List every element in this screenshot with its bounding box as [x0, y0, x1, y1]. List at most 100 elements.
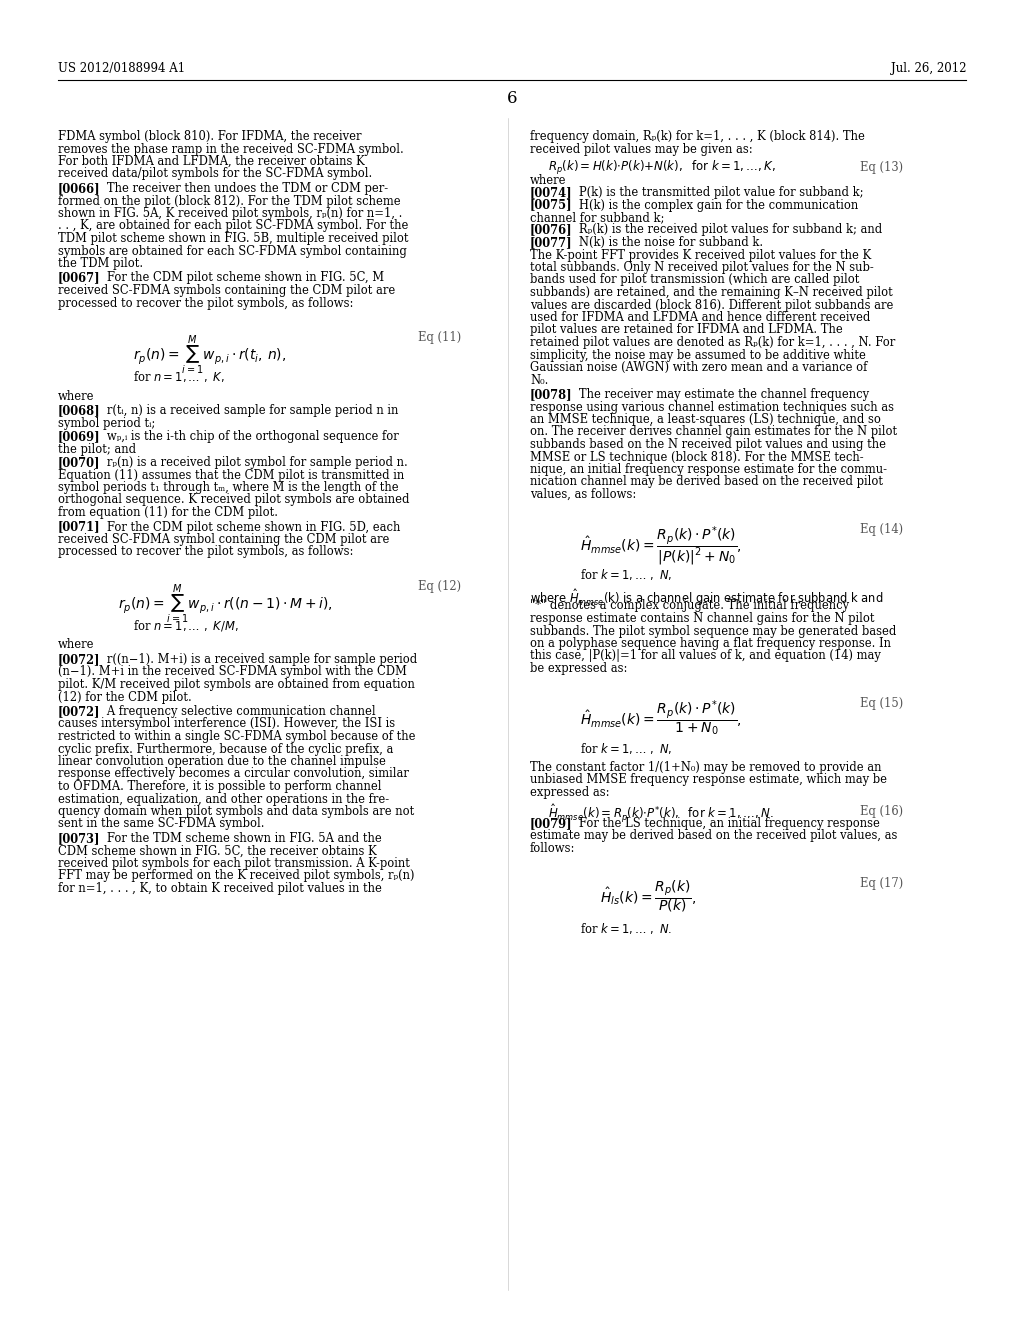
Text: subbands) are retained, and the remaining K–N received pilot: subbands) are retained, and the remainin…: [530, 286, 893, 300]
Text: symbol periods t₁ through tₘ, where M is the length of the: symbol periods t₁ through tₘ, where M is…: [58, 480, 398, 494]
Text: (12) for the CDM pilot.: (12) for the CDM pilot.: [58, 690, 191, 704]
Text: Eq (16): Eq (16): [860, 804, 903, 817]
Text: used for IFDMA and LFDMA and hence different received: used for IFDMA and LFDMA and hence diffe…: [530, 312, 870, 323]
Text: P(k) is the transmitted pilot value for subband k;: P(k) is the transmitted pilot value for …: [568, 186, 863, 199]
Text: . . , K, are obtained for each pilot SC-FDMA symbol. For the: . . , K, are obtained for each pilot SC-…: [58, 219, 409, 232]
Text: linear convolution operation due to the channel impulse: linear convolution operation due to the …: [58, 755, 386, 768]
Text: r((n−1). M+i) is a received sample for sample period: r((n−1). M+i) is a received sample for s…: [96, 653, 417, 667]
Text: quency domain when pilot symbols and data symbols are not: quency domain when pilot symbols and dat…: [58, 805, 415, 818]
Text: for $k = 1, \ldots\ ,\ N,$: for $k = 1, \ldots\ ,\ N,$: [580, 741, 673, 755]
Text: [0070]: [0070]: [58, 455, 100, 469]
Text: For the LS technique, an initial frequency response: For the LS technique, an initial frequen…: [568, 817, 880, 830]
Text: FFT may be performed on the K received pilot symbols, rₚ(n): FFT may be performed on the K received p…: [58, 870, 415, 883]
Text: N₀.: N₀.: [530, 374, 549, 387]
Text: nication channel may be derived based on the received pilot: nication channel may be derived based on…: [530, 475, 883, 488]
Text: received pilot values may be given as:: received pilot values may be given as:: [530, 143, 753, 156]
Text: pilot. K/M received pilot symbols are obtained from equation: pilot. K/M received pilot symbols are ob…: [58, 678, 415, 690]
Text: For both IFDMA and LFDMA, the receiver obtains K: For both IFDMA and LFDMA, the receiver o…: [58, 154, 365, 168]
Text: [0076]: [0076]: [530, 223, 572, 236]
Text: [0079]: [0079]: [530, 817, 572, 830]
Text: symbol period tᵢ;: symbol period tᵢ;: [58, 417, 156, 429]
Text: TDM pilot scheme shown in FIG. 5B, multiple received pilot: TDM pilot scheme shown in FIG. 5B, multi…: [58, 232, 409, 246]
Text: for n=1, . . . , K, to obtain K received pilot values in the: for n=1, . . . , K, to obtain K received…: [58, 882, 382, 895]
Text: the TDM pilot.: the TDM pilot.: [58, 257, 143, 271]
Text: [0072]: [0072]: [58, 653, 100, 667]
Text: Rₚ(k) is the received pilot values for subband k; and: Rₚ(k) is the received pilot values for s…: [568, 223, 883, 236]
Text: restricted to within a single SC-FDMA symbol because of the: restricted to within a single SC-FDMA sy…: [58, 730, 416, 743]
Text: The K-point FFT provides K received pilot values for the K: The K-point FFT provides K received pilo…: [530, 248, 871, 261]
Text: where: where: [530, 173, 566, 186]
Text: [0071]: [0071]: [58, 520, 100, 533]
Text: $\hat{H}_{mmse}(k) = \dfrac{R_p(k)\cdot P^{*}(k)}{|P(k)|^2 + N_0},$: $\hat{H}_{mmse}(k) = \dfrac{R_p(k)\cdot …: [580, 524, 741, 568]
Text: estimate may be derived based on the received pilot values, as: estimate may be derived based on the rec…: [530, 829, 897, 842]
Text: 6: 6: [507, 90, 517, 107]
Text: for $k = 1, \ldots\ ,\ N,$: for $k = 1, \ldots\ ,\ N,$: [580, 566, 673, 582]
Text: Eq (14): Eq (14): [860, 523, 903, 536]
Text: for $n = 1, \ldots\ ,\ K,$: for $n = 1, \ldots\ ,\ K,$: [133, 370, 225, 384]
Text: A frequency selective communication channel: A frequency selective communication chan…: [96, 705, 376, 718]
Text: [0067]: [0067]: [58, 272, 100, 285]
Text: formed on the pilot (block 812). For the TDM pilot scheme: formed on the pilot (block 812). For the…: [58, 194, 400, 207]
Text: removes the phase ramp in the received SC-FDMA symbol.: removes the phase ramp in the received S…: [58, 143, 403, 156]
Text: processed to recover the pilot symbols, as follows:: processed to recover the pilot symbols, …: [58, 545, 353, 558]
Text: [0073]: [0073]: [58, 832, 100, 845]
Text: wₚ,ᵢ is the i-th chip of the orthogonal sequence for: wₚ,ᵢ is the i-th chip of the orthogonal …: [96, 430, 398, 444]
Text: received SC-FDMA symbol containing the CDM pilot are: received SC-FDMA symbol containing the C…: [58, 533, 389, 546]
Text: [0066]: [0066]: [58, 182, 100, 195]
Text: Equation (11) assumes that the CDM pilot is transmitted in: Equation (11) assumes that the CDM pilot…: [58, 469, 404, 482]
Text: received SC-FDMA symbols containing the CDM pilot are: received SC-FDMA symbols containing the …: [58, 284, 395, 297]
Text: pilot values are retained for IFDMA and LFDMA. The: pilot values are retained for IFDMA and …: [530, 323, 843, 337]
Text: where: where: [58, 389, 94, 403]
Text: nique, an initial frequency response estimate for the commu-: nique, an initial frequency response est…: [530, 463, 887, 477]
Text: For the TDM scheme shown in FIG. 5A and the: For the TDM scheme shown in FIG. 5A and …: [96, 832, 382, 845]
Text: [0075]: [0075]: [530, 198, 572, 211]
Text: The receiver then undoes the TDM or CDM per-: The receiver then undoes the TDM or CDM …: [96, 182, 388, 195]
Text: [0077]: [0077]: [530, 236, 572, 249]
Text: to OFDMA. Therefore, it is possible to perform channel: to OFDMA. Therefore, it is possible to p…: [58, 780, 382, 793]
Text: channel for subband k;: channel for subband k;: [530, 211, 665, 224]
Text: follows:: follows:: [530, 842, 575, 855]
Text: cyclic prefix. Furthermore, because of the cyclic prefix, a: cyclic prefix. Furthermore, because of t…: [58, 742, 393, 755]
Text: [0069]: [0069]: [58, 430, 100, 444]
Text: N(k) is the noise for subband k.: N(k) is the noise for subband k.: [568, 236, 763, 249]
Text: $r_p(n) = \sum_{i=1}^{M} w_{p,i} \cdot r((n-1)\cdot M + i),$: $r_p(n) = \sum_{i=1}^{M} w_{p,i} \cdot r…: [118, 582, 333, 626]
Text: values are discarded (block 816). Different pilot subbands are: values are discarded (block 816). Differ…: [530, 298, 893, 312]
Text: estimation, equalization, and other operations in the fre-: estimation, equalization, and other oper…: [58, 792, 389, 805]
Text: an MMSE technique, a least-squares (LS) technique, and so: an MMSE technique, a least-squares (LS) …: [530, 413, 881, 426]
Text: bands used for pilot transmission (which are called pilot: bands used for pilot transmission (which…: [530, 273, 859, 286]
Text: response using various channel estimation techniques such as: response using various channel estimatio…: [530, 400, 894, 413]
Text: US 2012/0188994 A1: US 2012/0188994 A1: [58, 62, 185, 75]
Text: $r_p(n) = \sum_{i=1}^{M} w_{p,i} \cdot r(t_i,\, n),$: $r_p(n) = \sum_{i=1}^{M} w_{p,i} \cdot r…: [133, 333, 287, 378]
Text: $\hat{H}_{mmse}(k){=}R_p(k){\cdot}P^{*}(k),\;$ for $k{=}1,\ldots,N.$: $\hat{H}_{mmse}(k){=}R_p(k){\cdot}P^{*}(…: [548, 803, 773, 825]
Text: where $\hat{H}_{mmse}$(k) is a channel gain estimate for subband k and: where $\hat{H}_{mmse}$(k) is a channel g…: [530, 587, 884, 609]
Text: CDM scheme shown in FIG. 5C, the receiver obtains K: CDM scheme shown in FIG. 5C, the receive…: [58, 845, 377, 858]
Text: [0074]: [0074]: [530, 186, 572, 199]
Text: Eq (12): Eq (12): [418, 579, 461, 593]
Text: response effectively becomes a circular convolution, similar: response effectively becomes a circular …: [58, 767, 409, 780]
Text: causes intersymbol interference (ISI). However, the ISI is: causes intersymbol interference (ISI). H…: [58, 718, 395, 730]
Text: [0072]: [0072]: [58, 705, 100, 718]
Text: processed to recover the pilot symbols, as follows:: processed to recover the pilot symbols, …: [58, 297, 353, 309]
Text: Gaussian noise (AWGN) with zero mean and a variance of: Gaussian noise (AWGN) with zero mean and…: [530, 360, 867, 374]
Text: retained pilot values are denoted as Rₚ(k) for k=1, . . . , N. For: retained pilot values are denoted as Rₚ(…: [530, 337, 895, 348]
Text: $\hat{H}_{mmse}(k) = \dfrac{R_p(k)\cdot P^{*}(k)}{1 + N_0},$: $\hat{H}_{mmse}(k) = \dfrac{R_p(k)\cdot …: [580, 698, 741, 738]
Text: The receiver may estimate the channel frequency: The receiver may estimate the channel fr…: [568, 388, 869, 401]
Text: response estimate contains N channel gains for the N pilot: response estimate contains N channel gai…: [530, 612, 874, 624]
Text: frequency domain, Rₚ(k) for k=1, . . . , K (block 814). The: frequency domain, Rₚ(k) for k=1, . . . ,…: [530, 129, 865, 143]
Text: subbands based on the N received pilot values and using the: subbands based on the N received pilot v…: [530, 438, 886, 451]
Text: [0068]: [0068]: [58, 404, 100, 417]
Text: from equation (11) for the CDM pilot.: from equation (11) for the CDM pilot.: [58, 506, 278, 519]
Text: on a polyphase sequence having a flat frequency response. In: on a polyphase sequence having a flat fr…: [530, 638, 891, 649]
Text: Jul. 26, 2012: Jul. 26, 2012: [891, 62, 966, 75]
Text: symbols are obtained for each SC-FDMA symbol containing: symbols are obtained for each SC-FDMA sy…: [58, 244, 407, 257]
Text: where: where: [58, 639, 94, 652]
Text: For the CDM pilot scheme shown in FIG. 5C, M: For the CDM pilot scheme shown in FIG. 5…: [96, 272, 384, 285]
Text: rₚ(n) is a received pilot symbol for sample period n.: rₚ(n) is a received pilot symbol for sam…: [96, 455, 408, 469]
Text: Eq (15): Eq (15): [860, 697, 903, 710]
Text: shown in FIG. 5A, K received pilot symbols, rₚ(n) for n=1, .: shown in FIG. 5A, K received pilot symbo…: [58, 207, 402, 220]
Text: $R_p(k){=}H(k){\cdot}P(k){+}N(k),\;$ for $k{=}1,\ldots,K,$: $R_p(k){=}H(k){\cdot}P(k){+}N(k),\;$ for…: [548, 158, 776, 177]
Text: expressed as:: expressed as:: [530, 785, 609, 799]
Text: Eq (11): Eq (11): [418, 331, 461, 345]
Text: $\hat{H}_{ls}(k) = \dfrac{R_p(k)}{P(k)},$: $\hat{H}_{ls}(k) = \dfrac{R_p(k)}{P(k)},…: [600, 879, 696, 915]
Text: r(tᵢ, n) is a received sample for sample period n in: r(tᵢ, n) is a received sample for sample…: [96, 404, 398, 417]
